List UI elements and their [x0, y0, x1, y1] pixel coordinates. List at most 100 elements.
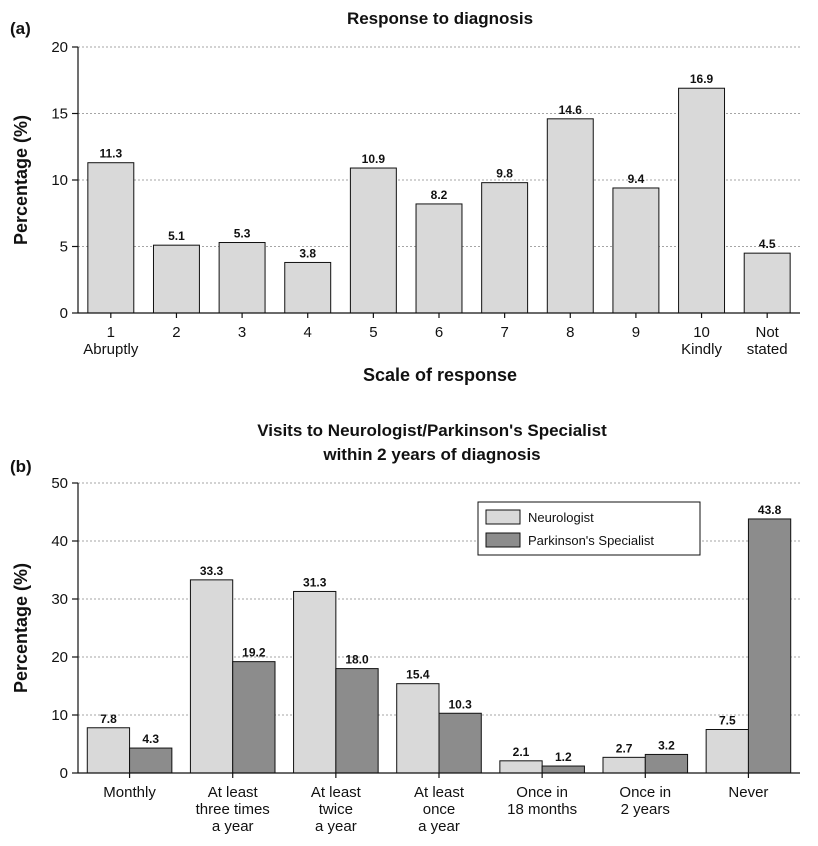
panel-a-x-tick-label: 7	[500, 324, 508, 341]
panel-b-x-tick-label: 2 years	[621, 801, 670, 818]
legend-entry-neurologist: Neurologist	[528, 510, 594, 525]
panel-b-x-tick-label: Once in	[619, 784, 671, 801]
panel-a-x-tick-label: 4	[304, 324, 312, 341]
panel-b-x-tick-label: At least	[414, 784, 465, 801]
panel-b-data-label: 33.3	[200, 564, 224, 578]
panel-b-plot-area: 0 10 20 30 40 50 7.8 33.3 31.3 15.4 2.1 2.7 7.5 4.3 19…	[51, 475, 800, 835]
panel-b-data-label: 7.8	[100, 712, 117, 726]
panel-b-x-tick-label: At least	[208, 784, 259, 801]
panel-b-data-label: 2.1	[513, 745, 530, 759]
panel-a-x-tick-label: Not	[756, 324, 780, 341]
panel-a-x-tick-label: 8	[566, 324, 574, 341]
panel-b-bar	[747, 518, 792, 774]
panel-b-bar	[499, 760, 543, 774]
panel-a-x-tick-label: 2	[172, 324, 180, 341]
panel-a-x-tick-label: Abruptly	[83, 341, 139, 358]
panel-a-y-axis-title: Percentage (%)	[11, 115, 31, 245]
panel-b-data-label: 19.2	[242, 646, 266, 660]
panel-a-title: Response to diagnosis	[347, 9, 533, 28]
panel-a-y-tick-label: 5	[60, 239, 68, 256]
panel-b-title-line-1: Visits to Neurologist/Parkinson's Specia…	[257, 421, 607, 440]
panel-a-bar	[152, 244, 200, 314]
panel-b-y-axis-title: Percentage (%)	[11, 563, 31, 693]
panel-b-x-tick-label: once	[423, 801, 456, 818]
panel-a-bar	[678, 87, 726, 314]
panel-a-bar	[481, 182, 529, 314]
panel-b-data-label: 10.3	[448, 697, 472, 711]
panel-b: (b) Visits to Neurologist/Parkinson's Sp…	[10, 421, 800, 835]
panel-b-data-label: 3.2	[658, 738, 675, 752]
panel-b-y-tick-label: 10	[51, 707, 68, 724]
panel-a-bar	[218, 242, 266, 314]
panel-b-data-label: 31.3	[303, 575, 327, 589]
panel-a-x-tick-label: 9	[632, 324, 640, 341]
panel-a-data-label: 4.5	[759, 237, 776, 251]
panel-a-data-label: 5.3	[234, 227, 251, 241]
panel-b-y-tick-label: 20	[51, 649, 68, 666]
panel-b-x-tick-label: twice	[319, 801, 353, 818]
panel-b-data-label: 7.5	[719, 714, 736, 728]
panel-b-x-tick-label: Monthly	[103, 784, 156, 801]
panel-a-x-tick-label: 3	[238, 324, 246, 341]
panel-b-x-tick-label: a year	[315, 818, 357, 835]
panel-b-x-tick-label: Once in	[516, 784, 568, 801]
panel-b-bar	[541, 765, 585, 774]
panel-a-y-tick-label: 0	[60, 305, 68, 322]
panel-a-bar	[546, 118, 594, 314]
panel-b-y-tick-label: 0	[60, 765, 68, 782]
panel-b-data-label: 1.2	[555, 750, 572, 764]
panel-a-data-label: 10.9	[362, 152, 386, 166]
panel-b-x-tick-label: Never	[728, 784, 768, 801]
panel-b-bar	[86, 727, 131, 774]
panel-b-x-tick-label: 18 months	[507, 801, 577, 818]
panel-b-y-tick-label: 40	[51, 533, 68, 550]
panel-b-data-label: 43.8	[758, 503, 782, 517]
panel-a-x-tick-label: Kindly	[681, 341, 722, 358]
panel-b-bar	[129, 747, 173, 774]
panel-a-bar	[612, 187, 660, 314]
panel-a-x-tick-label: 10	[693, 324, 710, 341]
panel-a-x-tick-label: stated	[747, 341, 788, 358]
panel-b-y-tick-label: 50	[51, 475, 68, 492]
panel-a-x-tick-label: 6	[435, 324, 443, 341]
panel-b-x-tick-label: At least	[311, 784, 362, 801]
panel-a-y-tick-label: 10	[51, 172, 68, 189]
panel-a-data-label: 9.8	[496, 167, 513, 181]
panel-a-data-label: 3.8	[299, 246, 316, 260]
panel-b-data-label: 4.3	[142, 732, 159, 746]
panel-b-x-tick-label: three times	[196, 801, 270, 818]
panel-b-bar	[644, 753, 689, 774]
panel-b-bar	[293, 590, 337, 774]
panel-a-bar	[349, 167, 397, 314]
panel-b-bar	[396, 683, 440, 774]
panel-a-data-label: 8.2	[431, 188, 448, 202]
legend-entry-parkinsons-specialist: Parkinson's Specialist	[528, 533, 654, 548]
panel-a-data-label: 11.3	[99, 147, 122, 161]
panel-a-data-label: 16.9	[690, 72, 714, 86]
panel-a-data-label: 9.4	[628, 172, 645, 186]
panel-a-x-tick-label: 1	[107, 324, 115, 341]
panel-b-label: (b)	[10, 457, 32, 476]
panel-a-data-label: 5.1	[168, 229, 185, 243]
panel-b-data-label: 2.7	[616, 741, 633, 755]
panel-b-bar	[189, 579, 234, 774]
panel-a-bar	[415, 203, 463, 314]
panel-a: (a) Response to diagnosis Scale of respo…	[10, 9, 800, 385]
legend-swatch-neurologist	[485, 509, 521, 525]
panel-a-x-axis-title: Scale of response	[363, 365, 517, 385]
panel-a-bar	[743, 252, 791, 314]
panel-b-bar	[705, 729, 749, 774]
legend-swatch-parkinsons-specialist	[485, 532, 521, 548]
panel-a-bar	[284, 261, 332, 314]
panel-b-x-tick-label: a year	[418, 818, 460, 835]
legend: Neurologist Parkinson's Specialist	[477, 501, 701, 556]
panel-b-title-line-2: within 2 years of diagnosis	[322, 445, 540, 464]
panel-a-y-tick-label: 20	[51, 39, 68, 56]
panel-a-x-tick-label: 5	[369, 324, 377, 341]
panel-b-bar	[232, 661, 276, 774]
panel-b-x-tick-label: a year	[212, 818, 254, 835]
panel-b-data-label: 18.0	[345, 653, 369, 667]
panel-b-bar	[602, 756, 646, 774]
